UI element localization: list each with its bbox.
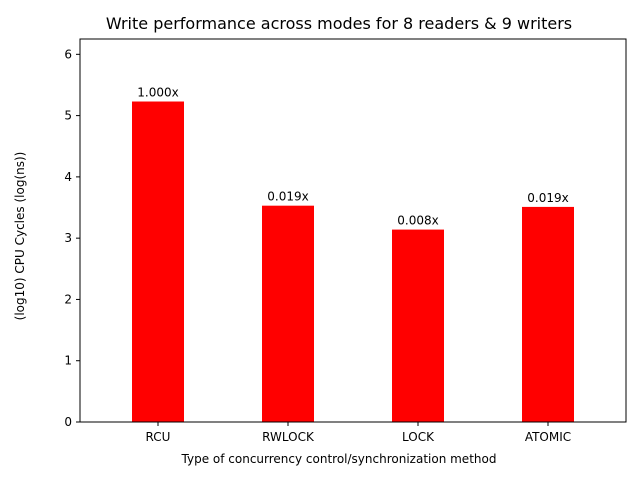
y-tick-label: 1 [64, 354, 72, 368]
data-label-rwlock: 0.019x [267, 190, 308, 204]
bar-atomic [522, 206, 574, 422]
y-axis-label: (log10) CPU Cycles (log(ns)) [13, 152, 27, 321]
x-axis-label: Type of concurrency control/synchronizat… [181, 452, 497, 466]
y-tick-label: 0 [64, 415, 72, 429]
bar-rwlock [262, 205, 314, 422]
y-tick-label: 5 [64, 109, 72, 123]
x-tick-label-lock: LOCK [402, 430, 435, 444]
axes-layer: RCU RWLOCK LOCK ATOMIC 0 1 2 3 4 5 6 [64, 38, 627, 444]
data-label-atomic: 0.019x [527, 191, 568, 205]
plot-frame [79, 38, 627, 423]
y-tick-label: 2 [64, 292, 72, 306]
x-tick-label-rcu: RCU [146, 430, 171, 444]
x-tick-label-atomic: ATOMIC [525, 430, 571, 444]
chart-title: Write performance across modes for 8 rea… [106, 14, 572, 33]
y-tick-label: 3 [64, 231, 72, 245]
data-label-lock: 0.008x [397, 214, 438, 228]
bar-lock [392, 229, 444, 422]
y-tick-label: 4 [64, 170, 72, 184]
bars-layer: 1.000x 0.019x 0.008x 0.019x [132, 86, 574, 422]
bar-rcu [132, 101, 184, 422]
x-tick-label-rwlock: RWLOCK [262, 430, 315, 444]
y-tick-label: 6 [64, 47, 72, 61]
data-label-rcu: 1.000x [137, 86, 178, 100]
